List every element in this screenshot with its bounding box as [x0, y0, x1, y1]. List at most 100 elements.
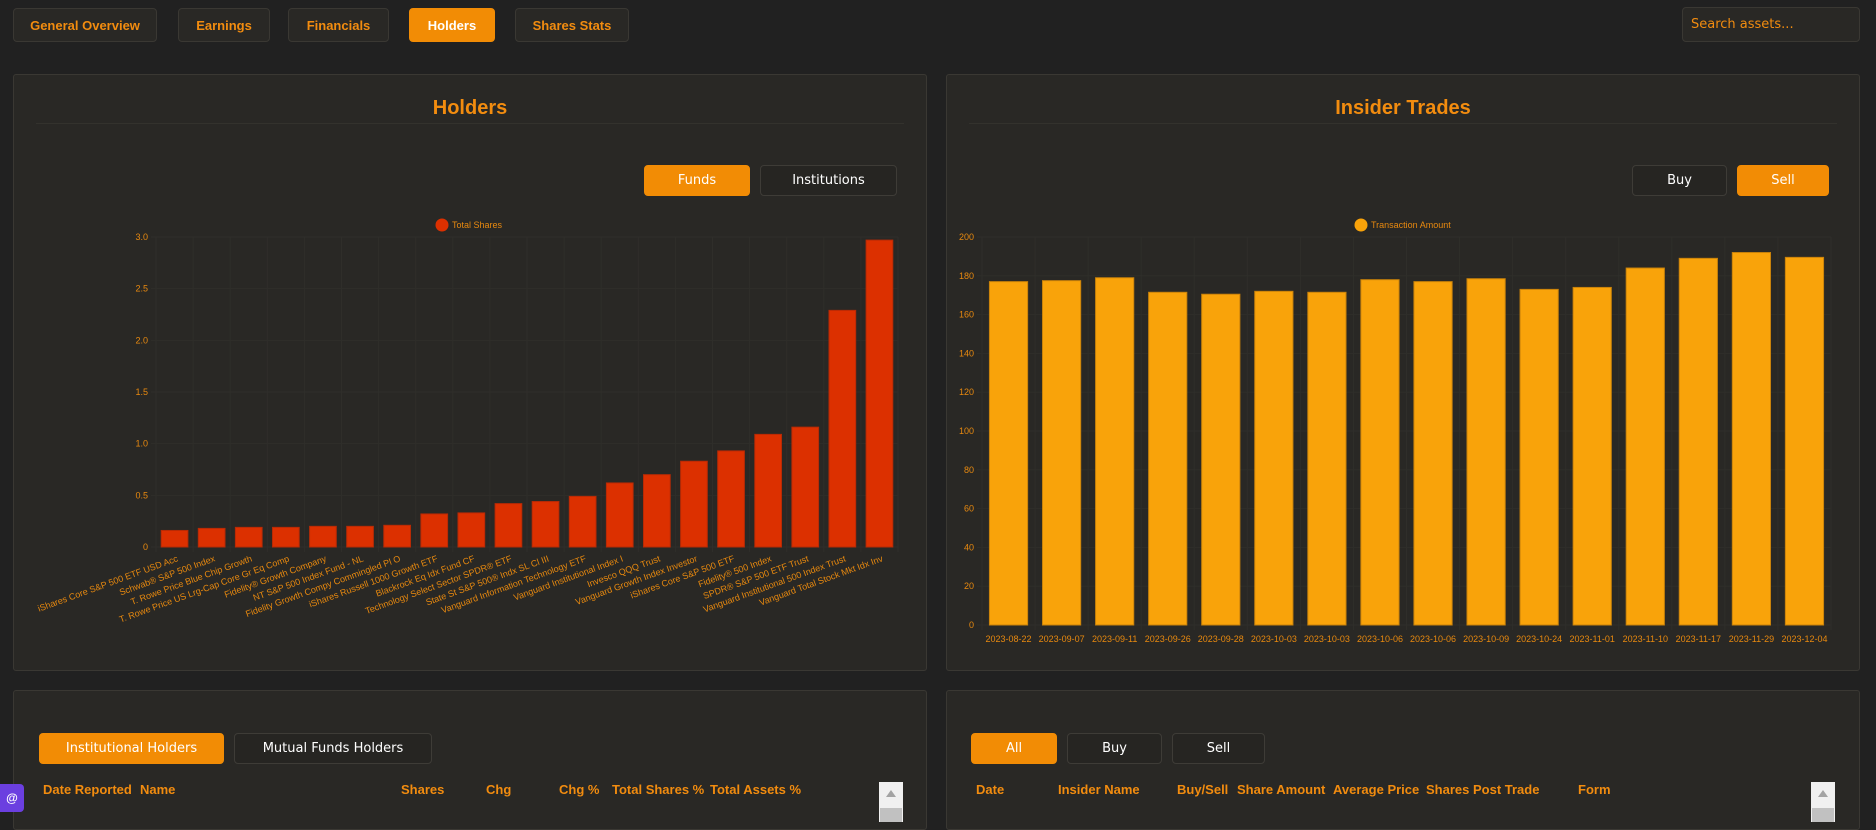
bar[interactable] [1784, 256, 1825, 626]
search-input[interactable] [1682, 7, 1860, 42]
column-header-chg-pct[interactable]: Chg % [559, 782, 600, 797]
y-tick-label: 40 [964, 542, 974, 552]
top-navigation: General Overview Earnings Financials Hol… [0, 0, 1876, 50]
x-tick-label: 2023-12-04 [1781, 634, 1827, 644]
bar[interactable] [1254, 290, 1294, 626]
insider-table-scrollbar[interactable] [1811, 782, 1835, 822]
insider-trades-chart: 0 20 40 60 80 100 120 140 160 180 200 Transaction A… [959, 218, 1832, 644]
bar[interactable] [420, 513, 449, 548]
holders-table-scrollbar[interactable] [879, 782, 903, 822]
column-header-date[interactable]: Date [976, 782, 1005, 797]
bar[interactable] [1572, 286, 1612, 626]
x-tick-label: 2023-09-28 [1198, 634, 1244, 644]
tab-financials[interactable]: Financials [288, 8, 389, 42]
x-tick-label: 2023-10-09 [1463, 634, 1509, 644]
institutions-toggle[interactable]: Institutions [760, 165, 897, 196]
tab-holders[interactable]: Holders [409, 8, 495, 42]
bar[interactable] [1201, 293, 1241, 626]
bar[interactable] [865, 239, 894, 548]
column-header-insider-name[interactable]: Insider Name [1058, 782, 1140, 797]
column-header-form[interactable]: Form [1578, 782, 1611, 797]
scroll-up-icon[interactable] [1818, 790, 1828, 797]
y-tick-label: 2.0 [135, 335, 148, 345]
scroll-up-icon[interactable] [886, 790, 896, 797]
y-tick-label: 1.0 [135, 439, 148, 449]
y-tick-label: 3.0 [135, 232, 148, 242]
column-header-share-amount[interactable]: Share Amount [1237, 782, 1326, 797]
sell-filter-tab[interactable]: Sell [1172, 733, 1265, 764]
bar[interactable] [494, 503, 523, 548]
bar[interactable] [234, 526, 263, 548]
tab-shares-stats[interactable]: Shares Stats [515, 8, 629, 42]
bar[interactable] [828, 309, 857, 548]
bar[interactable] [1148, 291, 1188, 626]
holders-table-panel: Institutional Holders Mutual Funds Holde… [13, 690, 927, 830]
bar[interactable] [271, 526, 300, 548]
bar[interactable] [160, 529, 189, 548]
bar[interactable] [791, 426, 820, 548]
scrollbar-thumb[interactable] [880, 808, 902, 822]
bar[interactable] [309, 525, 337, 548]
bar[interactable] [605, 482, 634, 548]
column-header-average-price[interactable]: Average Price [1333, 782, 1420, 797]
bar[interactable] [680, 460, 708, 548]
y-tick-label: 0 [143, 542, 148, 552]
bar[interactable] [1625, 267, 1665, 626]
sell-toggle[interactable]: Sell [1737, 165, 1829, 196]
x-tick-label: 2023-09-26 [1145, 634, 1191, 644]
bar[interactable] [717, 450, 745, 548]
column-header-shares-post-trade[interactable]: Shares Post Trade [1426, 782, 1540, 797]
funds-toggle[interactable]: Funds [644, 165, 750, 196]
x-tick-label: 2023-09-07 [1039, 634, 1085, 644]
column-header-shares[interactable]: Shares [401, 782, 445, 797]
bar[interactable] [1041, 280, 1082, 626]
bar[interactable] [383, 524, 412, 548]
tab-general-overview[interactable]: General Overview [13, 8, 157, 42]
all-filter-tab[interactable]: All [971, 733, 1057, 764]
column-header-date-reported[interactable]: Date Reported [43, 782, 132, 797]
holders-panel: Holders Funds Institutions [13, 74, 927, 671]
x-tick-label: 2023-10-06 [1357, 634, 1403, 644]
bar[interactable] [988, 281, 1029, 626]
tab-earnings[interactable]: Earnings [178, 8, 270, 42]
buy-toggle[interactable]: Buy [1632, 165, 1727, 196]
bar[interactable] [531, 501, 560, 548]
bar[interactable] [1307, 291, 1347, 626]
divider [969, 123, 1837, 124]
divider [36, 123, 904, 124]
chat-widget-button[interactable]: @ [0, 784, 24, 812]
bar[interactable] [1360, 279, 1400, 626]
column-header-buy-sell[interactable]: Buy/Sell [1177, 782, 1229, 797]
y-tick-label: 120 [959, 387, 974, 397]
bar[interactable] [1519, 288, 1559, 626]
bar[interactable] [457, 512, 486, 548]
y-tick-label: 60 [964, 504, 974, 514]
mutual-funds-holders-tab[interactable]: Mutual Funds Holders [234, 733, 432, 764]
y-tick-label: 140 [959, 348, 974, 358]
institutional-holders-tab[interactable]: Institutional Holders [39, 733, 224, 764]
y-tick-label: 80 [964, 465, 974, 475]
y-tick-label: 0.5 [135, 490, 148, 500]
insider-trades-title: Insider Trades [1335, 97, 1471, 119]
column-header-chg[interactable]: Chg [486, 782, 512, 797]
x-tick-label: 2023-10-06 [1410, 634, 1456, 644]
bar[interactable] [568, 495, 597, 548]
scrollbar-thumb[interactable] [1812, 808, 1834, 822]
bar[interactable] [754, 433, 783, 548]
y-tick-label: 180 [959, 271, 974, 281]
bar[interactable] [1095, 277, 1135, 626]
column-header-total-shares-pct[interactable]: Total Shares % [612, 782, 705, 797]
bar[interactable] [1466, 278, 1506, 626]
bar[interactable] [346, 525, 374, 548]
bar[interactable] [1413, 281, 1453, 626]
y-tick-label: 160 [959, 310, 974, 320]
column-header-total-assets-pct[interactable]: Total Assets % [710, 782, 802, 797]
y-tick-label: 100 [959, 426, 974, 436]
buy-filter-tab[interactable]: Buy [1067, 733, 1162, 764]
bar[interactable] [642, 474, 671, 548]
x-tick-label: 2023-10-03 [1251, 634, 1297, 644]
bar[interactable] [1731, 252, 1772, 626]
bar[interactable] [1678, 257, 1718, 626]
column-header-name[interactable]: Name [140, 782, 176, 797]
bar[interactable] [197, 527, 226, 548]
